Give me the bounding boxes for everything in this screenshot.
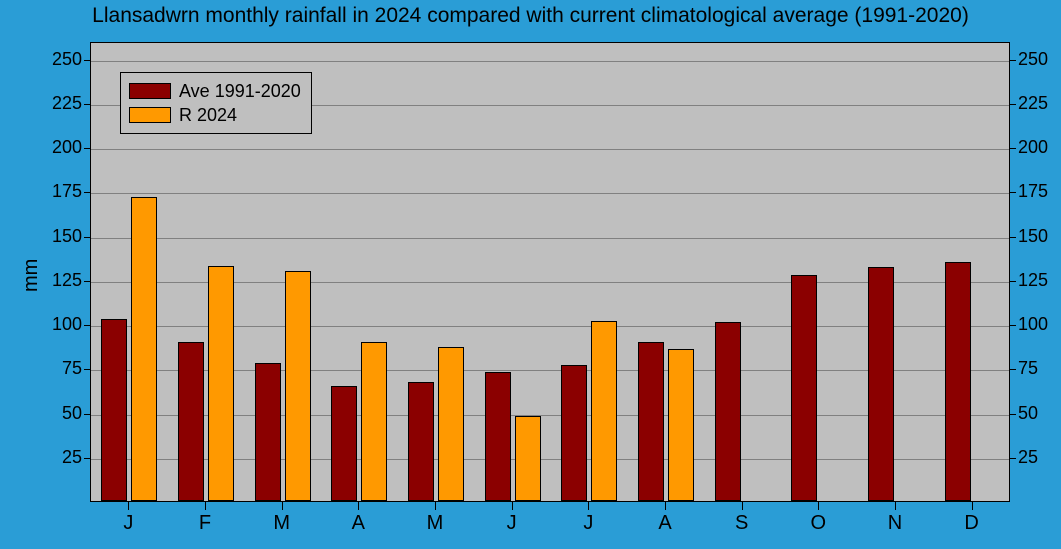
y-tick-label-left: 200: [42, 137, 82, 158]
y-tick-label-right: 50: [1018, 403, 1058, 424]
y-tick-mark: [84, 369, 90, 370]
bar: [668, 349, 694, 501]
y-tick-mark: [1010, 369, 1016, 370]
bar: [131, 197, 157, 501]
x-category-label: N: [875, 512, 915, 535]
y-tick-label-right: 200: [1018, 137, 1058, 158]
gridline: [91, 149, 1009, 150]
y-tick-mark: [84, 148, 90, 149]
y-tick-label-right: 75: [1018, 358, 1058, 379]
y-tick-mark: [84, 414, 90, 415]
y-tick-mark: [84, 104, 90, 105]
bar: [255, 363, 281, 501]
x-tick-mark: [818, 502, 819, 510]
legend-item: R 2024: [129, 103, 301, 127]
bar: [945, 262, 971, 501]
bar: [361, 342, 387, 501]
x-tick-mark: [282, 502, 283, 510]
legend-swatch: [129, 83, 171, 99]
x-category-label: A: [645, 512, 685, 535]
bar: [485, 372, 511, 501]
y-tick-mark: [1010, 325, 1016, 326]
gridline: [91, 238, 1009, 239]
x-category-label: A: [338, 512, 378, 535]
x-category-label: M: [262, 512, 302, 535]
y-tick-mark: [84, 60, 90, 61]
y-tick-label-right: 225: [1018, 93, 1058, 114]
y-tick-label-right: 250: [1018, 49, 1058, 70]
x-tick-mark: [972, 502, 973, 510]
y-tick-label-left: 25: [42, 447, 82, 468]
chart-title: Llansadwrn monthly rainfall in 2024 comp…: [0, 4, 1061, 28]
legend: Ave 1991-2020 R 2024: [120, 72, 312, 134]
chart-container: Llansadwrn monthly rainfall in 2024 comp…: [0, 0, 1061, 549]
y-tick-label-right: 175: [1018, 181, 1058, 202]
y-tick-label-left: 50: [42, 403, 82, 424]
y-tick-mark: [84, 192, 90, 193]
x-tick-mark: [128, 502, 129, 510]
legend-label: R 2024: [179, 105, 237, 126]
x-category-label: S: [722, 512, 762, 535]
y-tick-mark: [1010, 237, 1016, 238]
y-tick-mark: [1010, 414, 1016, 415]
y-tick-label-right: 150: [1018, 226, 1058, 247]
x-category-label: O: [798, 512, 838, 535]
bar: [868, 267, 894, 501]
bar: [208, 266, 234, 501]
x-category-label: D: [952, 512, 992, 535]
x-category-label: M: [415, 512, 455, 535]
gridline: [91, 61, 1009, 62]
bar: [331, 386, 357, 501]
y-tick-label-left: 150: [42, 226, 82, 247]
bar: [101, 319, 127, 501]
legend-item: Ave 1991-2020: [129, 79, 301, 103]
x-tick-mark: [512, 502, 513, 510]
bar: [178, 342, 204, 501]
x-category-label: J: [492, 512, 532, 535]
legend-label: Ave 1991-2020: [179, 81, 301, 102]
y-tick-mark: [1010, 104, 1016, 105]
bar: [791, 275, 817, 501]
y-tick-label-left: 175: [42, 181, 82, 202]
x-tick-mark: [665, 502, 666, 510]
x-tick-mark: [895, 502, 896, 510]
bar: [715, 322, 741, 501]
y-tick-label-left: 100: [42, 314, 82, 335]
x-category-label: J: [568, 512, 608, 535]
x-tick-mark: [358, 502, 359, 510]
bar: [285, 271, 311, 501]
y-tick-mark: [1010, 148, 1016, 149]
bar: [438, 347, 464, 501]
y-tick-mark: [84, 237, 90, 238]
x-tick-mark: [588, 502, 589, 510]
gridline: [91, 193, 1009, 194]
x-tick-mark: [742, 502, 743, 510]
y-tick-label-left: 125: [42, 270, 82, 291]
y-tick-mark: [1010, 458, 1016, 459]
y-tick-label-left: 250: [42, 49, 82, 70]
y-tick-label-right: 25: [1018, 447, 1058, 468]
y-tick-mark: [1010, 60, 1016, 61]
bar: [408, 382, 434, 501]
bar: [561, 365, 587, 501]
y-tick-mark: [1010, 192, 1016, 193]
bar: [638, 342, 664, 501]
x-tick-mark: [435, 502, 436, 510]
y-tick-label-right: 125: [1018, 270, 1058, 291]
x-category-label: F: [185, 512, 225, 535]
y-tick-mark: [84, 281, 90, 282]
y-axis-label: mm: [20, 259, 43, 292]
y-tick-label-right: 100: [1018, 314, 1058, 335]
bar: [591, 321, 617, 501]
legend-swatch: [129, 107, 171, 123]
bar: [515, 416, 541, 501]
y-tick-mark: [84, 325, 90, 326]
y-tick-mark: [1010, 281, 1016, 282]
x-category-label: J: [108, 512, 148, 535]
y-tick-label-left: 225: [42, 93, 82, 114]
y-tick-mark: [84, 458, 90, 459]
y-tick-label-left: 75: [42, 358, 82, 379]
x-tick-mark: [205, 502, 206, 510]
